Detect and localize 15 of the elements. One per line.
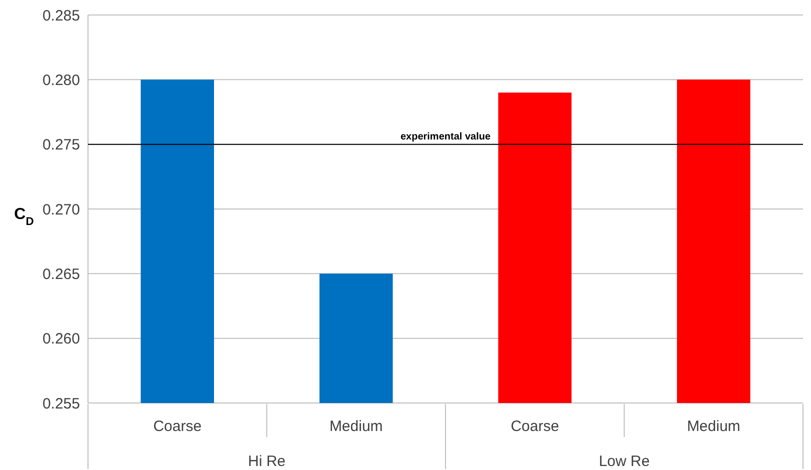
y-tick-label: 0.255 [42, 395, 80, 412]
y-tick-label: 0.275 [42, 136, 80, 154]
x-tick-label: Coarse [510, 418, 560, 435]
text: Hi Re [248, 453, 286, 470]
ref-line-label: experimental value [400, 131, 491, 142]
y-tick-label: 0.285 [42, 7, 80, 24]
y-tick-label: 0.270 [42, 201, 80, 218]
x-tick-label: Medium [329, 418, 383, 435]
x-tick-label: Medium [686, 418, 740, 435]
x-tick-label: Coarse [153, 418, 202, 435]
y-tick-label: 0.280 [42, 72, 80, 89]
y-axis-title: C$_{D}$ [14, 206, 34, 228]
y-tick-label: 0.260 [42, 330, 80, 348]
text: Low Re [598, 453, 650, 470]
y-tick-label: 0.265 [42, 266, 80, 283]
